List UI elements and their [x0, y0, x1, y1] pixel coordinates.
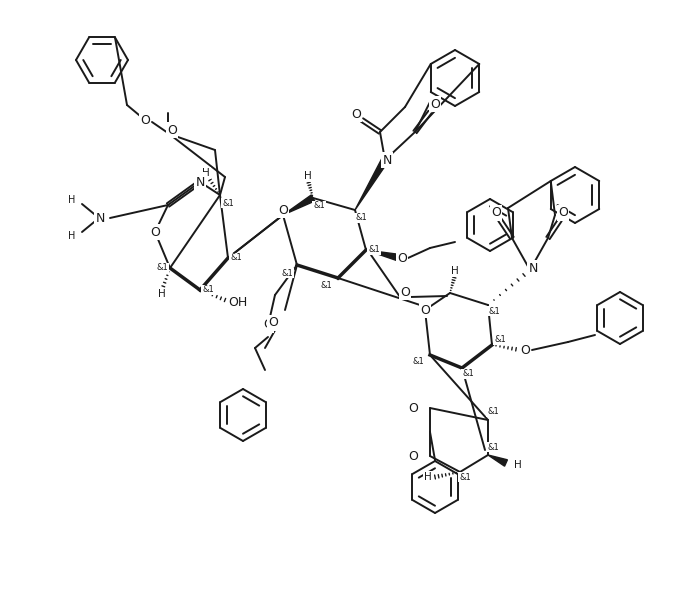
Text: N: N [195, 175, 205, 188]
Text: &1: &1 [368, 245, 380, 254]
Text: &1: &1 [222, 198, 234, 207]
Text: O: O [167, 124, 177, 137]
Text: O: O [351, 108, 361, 121]
Text: H: H [68, 195, 75, 205]
Text: &1: &1 [462, 369, 474, 378]
Text: N: N [95, 211, 105, 225]
Polygon shape [283, 195, 314, 215]
Text: &1: &1 [487, 443, 499, 451]
Text: O: O [430, 97, 440, 110]
Polygon shape [366, 250, 401, 261]
Polygon shape [488, 455, 508, 466]
Text: &1: &1 [230, 254, 242, 263]
Text: O: O [520, 343, 530, 356]
Text: O: O [263, 318, 273, 331]
Text: N: N [528, 261, 538, 274]
Text: H: H [68, 231, 75, 241]
Text: H: H [304, 171, 312, 181]
Polygon shape [355, 158, 388, 210]
Text: N: N [195, 173, 205, 187]
Text: &1: &1 [412, 356, 424, 365]
Text: O: O [278, 204, 288, 216]
Text: N: N [382, 153, 392, 166]
Text: O: O [140, 113, 150, 127]
Text: &1: &1 [313, 201, 325, 210]
Text: O: O [268, 317, 278, 330]
Text: OH: OH [228, 295, 247, 308]
Text: O: O [558, 207, 568, 220]
Text: &1: &1 [459, 472, 471, 482]
Text: &1: &1 [487, 407, 499, 416]
Text: O: O [150, 226, 160, 239]
Text: H: H [68, 195, 76, 205]
Text: H: H [68, 231, 76, 241]
Text: O: O [408, 450, 418, 463]
Text: H: H [514, 460, 522, 470]
Text: O: O [491, 207, 501, 220]
Text: O: O [400, 286, 410, 299]
Text: &1: &1 [202, 286, 214, 295]
Text: H: H [158, 289, 166, 299]
Text: &1: &1 [230, 254, 242, 263]
Text: H: H [424, 472, 432, 482]
Text: O: O [397, 251, 407, 264]
Text: &1: &1 [494, 336, 506, 345]
Text: &1: &1 [355, 213, 367, 223]
Text: O: O [408, 402, 418, 415]
Text: &1: &1 [156, 264, 168, 273]
Text: O: O [420, 304, 430, 317]
Text: H: H [451, 266, 459, 276]
Text: &1: &1 [320, 282, 332, 290]
Text: &1: &1 [488, 307, 500, 315]
Text: H: H [202, 168, 210, 178]
Text: &1: &1 [281, 268, 293, 277]
